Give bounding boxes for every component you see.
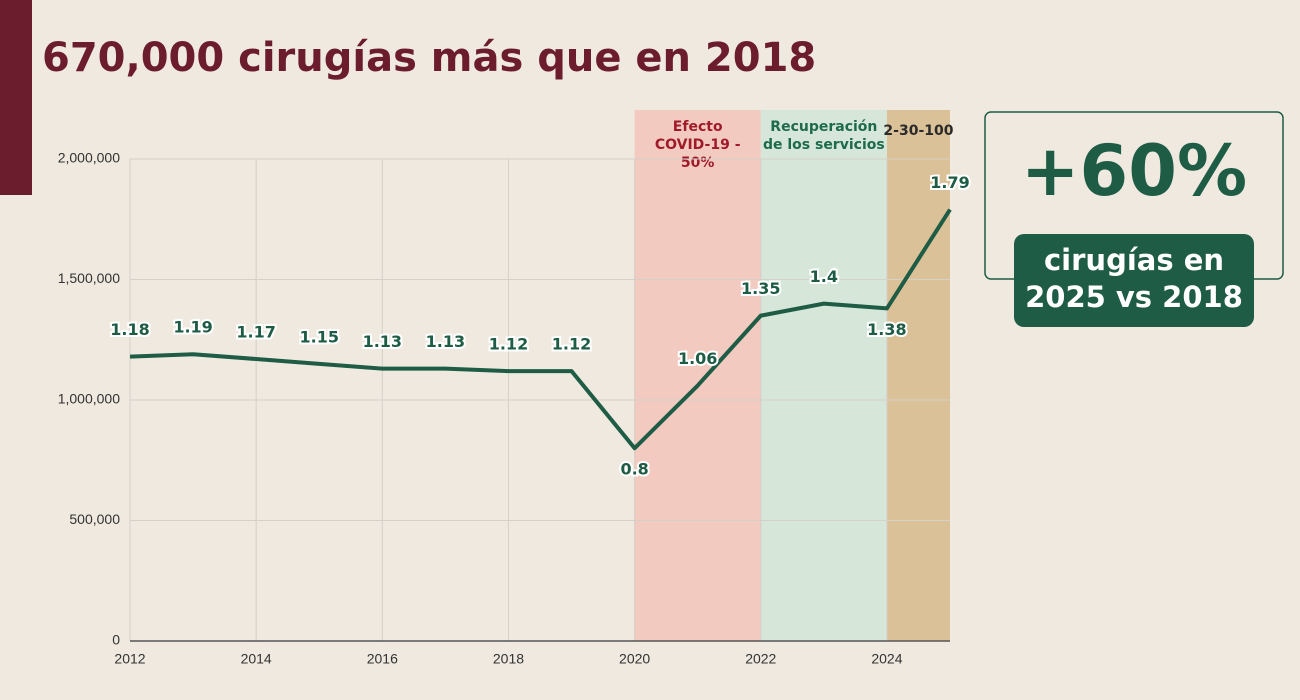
- plot: Efecto COVID-19 - 50% Recuperación de los se…: [58, 110, 972, 667]
- series-line: [129, 208, 952, 451]
- data-label: 1.19: [173, 318, 212, 337]
- x-tick-label: 2018: [493, 651, 524, 667]
- x-tick-label: 2014: [241, 651, 272, 667]
- period-band: [634, 110, 761, 641]
- period-band: [886, 110, 950, 641]
- band-label: Recuperación: [770, 119, 877, 135]
- y-tick-label: 1,500,000: [58, 270, 120, 286]
- data-label: 1.12: [552, 335, 591, 354]
- data-label: 1.4: [810, 267, 838, 286]
- y-tick-label: 500,000: [69, 511, 120, 527]
- data-label: 1.13: [426, 332, 465, 351]
- data-label: 1.13: [363, 332, 402, 351]
- y-tick-label: 1,000,000: [58, 391, 120, 407]
- accent-bar: [0, 0, 32, 195]
- band-label: 50%: [681, 155, 715, 171]
- title: 670,000 cirugías más que en 2018: [42, 35, 816, 81]
- callout-text: cirugías en: [1044, 243, 1224, 277]
- callout-text: 2025 vs 2018: [1025, 280, 1243, 314]
- data-label: 1.35: [741, 279, 780, 298]
- x-tick-label: 2022: [745, 651, 776, 667]
- callout-pill: [1014, 234, 1254, 327]
- period-band: [760, 110, 887, 641]
- data-label: 1.79: [930, 173, 969, 192]
- band-label: COVID-19 -: [655, 137, 741, 153]
- x-tick-label: 2012: [114, 651, 145, 667]
- data-label: 1.12: [489, 335, 528, 354]
- x-tick-label: 2016: [367, 651, 398, 667]
- data-label: 1.17: [236, 323, 275, 342]
- y-tick-label: 0: [112, 632, 120, 648]
- band-label: Efecto: [673, 119, 723, 135]
- data-label: 1.15: [299, 327, 338, 346]
- callout-headline: +60%: [1021, 130, 1247, 212]
- data-label: 0.8: [620, 460, 648, 479]
- data-label: 1.06: [678, 349, 717, 368]
- data-label: 1.38: [867, 320, 906, 339]
- data-label: 1.18: [110, 320, 149, 339]
- x-tick-label: 2024: [871, 651, 902, 667]
- x-tick-label: 2020: [619, 651, 650, 667]
- band-label: 2-30-100: [883, 123, 953, 139]
- y-tick-label: 2,000,000: [58, 150, 120, 166]
- band-label: de los servicios: [763, 137, 885, 153]
